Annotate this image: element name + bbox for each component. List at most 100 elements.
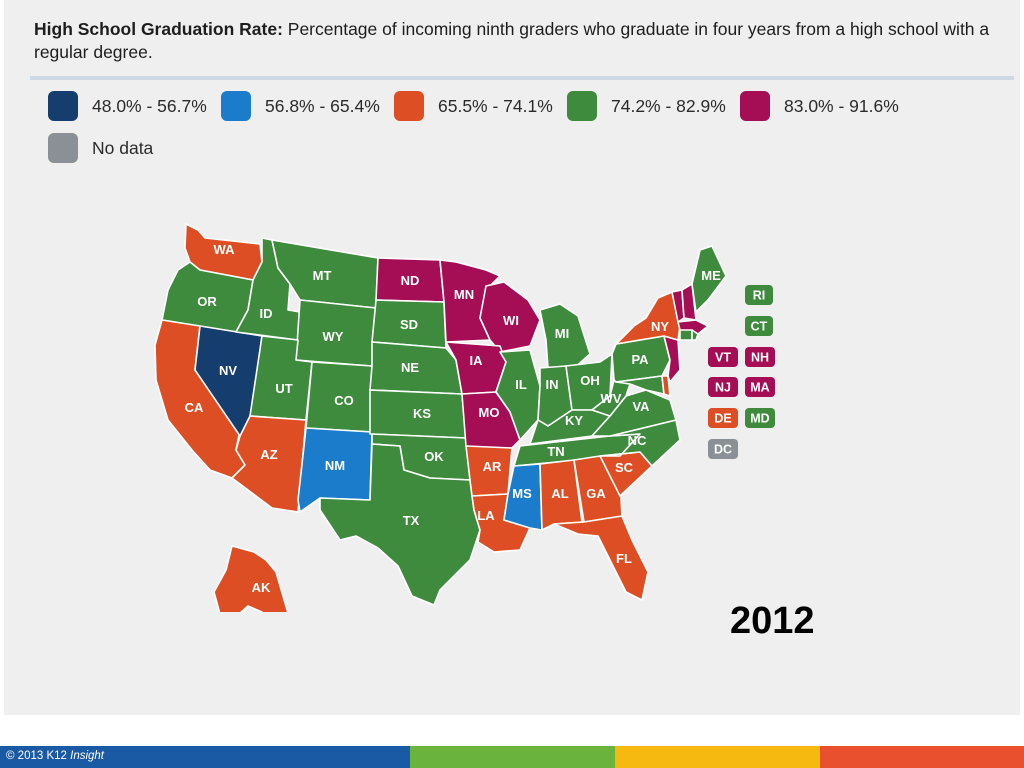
legend-swatch (567, 91, 597, 121)
badge-de[interactable] (708, 408, 738, 428)
label-nc: NC (628, 433, 647, 448)
state-de[interactable] (661, 375, 671, 397)
legend-swatch (740, 91, 770, 121)
footer-segment (820, 746, 1024, 768)
label-il: IL (515, 377, 527, 392)
year-label: 2012 (730, 600, 815, 642)
legend-label: 83.0% - 91.6% (784, 95, 899, 116)
label-sd: SD (400, 317, 418, 332)
state-wi[interactable] (479, 281, 541, 353)
label-ne: NE (401, 360, 419, 375)
label-in: IN (546, 377, 559, 392)
label-ny: NY (651, 319, 669, 334)
copyright-label: © 2013 K12 (6, 750, 67, 762)
badge-ri-text: RI (753, 289, 766, 303)
footer-segment (410, 746, 615, 768)
badge-vt-text: VT (715, 351, 731, 365)
footer-segment (205, 746, 410, 768)
legend-label: 48.0% - 56.7% (92, 95, 207, 116)
badge-ma[interactable] (745, 377, 775, 397)
label-mn: MN (454, 287, 474, 302)
heading-bold: High School Graduation Rate: (34, 19, 283, 39)
badge-ri[interactable] (745, 285, 773, 305)
label-az: AZ (260, 447, 277, 462)
label-tn: TN (547, 444, 564, 459)
brand-word: Insight (70, 750, 105, 762)
footer-segment (615, 746, 820, 768)
badge-ma-text: MA (750, 381, 769, 395)
label-ks: KS (413, 406, 431, 421)
label-ar: AR (483, 459, 502, 474)
legend-item: No data (48, 133, 153, 163)
label-nm: NM (325, 458, 345, 473)
label-wa: WA (214, 242, 236, 257)
state-mi[interactable] (539, 303, 591, 371)
legend-item: 83.0% - 91.6% (740, 91, 899, 121)
label-co: CO (334, 393, 354, 408)
legend-item: 56.8% - 65.4% (221, 91, 380, 121)
label-nv: NV (219, 363, 237, 378)
state-fl[interactable] (553, 515, 649, 601)
label-ok: OK (424, 449, 444, 464)
state-ak[interactable] (212, 545, 290, 612)
state-il[interactable] (495, 349, 541, 441)
label-mi: MI (555, 326, 569, 341)
label-ms: MS (512, 486, 532, 501)
heading-divider (30, 76, 1014, 80)
badge-ct-text: CT (751, 320, 768, 334)
badge-dc-text: DC (714, 443, 732, 457)
state-md[interactable] (615, 375, 665, 395)
label-pa: PA (631, 352, 649, 367)
legend-item: 48.0% - 56.7% (48, 91, 207, 121)
label-wv: WV (601, 391, 622, 406)
label-mt: MT (313, 268, 332, 283)
label-wi: WI (503, 313, 519, 328)
legend-label: No data (92, 137, 154, 158)
state-ri[interactable] (691, 329, 699, 341)
label-al: AL (551, 486, 568, 501)
state-ct[interactable] (679, 329, 693, 341)
badge-nj-text: NJ (715, 381, 731, 395)
label-la: LA (477, 508, 495, 523)
map-heading: High School Graduation Rate: Percentage … (34, 18, 1014, 64)
label-ca: CA (185, 400, 204, 415)
footer-bar (0, 746, 1024, 768)
label-wy: WY (323, 329, 344, 344)
label-tx: TX (403, 513, 420, 528)
badge-nh-text: NH (751, 351, 769, 365)
label-ga: GA (586, 486, 606, 501)
legend-swatch (48, 133, 78, 163)
legend-item: 65.5% - 74.1% (394, 91, 553, 121)
state-ny[interactable] (615, 291, 681, 345)
state-tx[interactable] (319, 443, 481, 606)
legend-swatch (394, 91, 424, 121)
legend-swatch (221, 91, 251, 121)
badge-de-text: DE (714, 412, 731, 426)
label-or: OR (197, 294, 217, 309)
badge-nj[interactable] (708, 377, 738, 397)
copyright-text: © 2013 K12 Insight (6, 750, 104, 762)
badge-md[interactable] (745, 408, 775, 428)
badge-vt[interactable] (708, 347, 738, 367)
badge-nh[interactable] (745, 347, 775, 367)
label-ut: UT (275, 381, 292, 396)
footer-segment (0, 746, 205, 768)
label-ak: AK (252, 580, 271, 595)
label-id: ID (260, 306, 273, 321)
badge-dc[interactable] (708, 439, 738, 459)
us-graduation-rate-map: WA OR CA NV ID MT WY UT CO AZ NM ND SD N… (154, 223, 775, 612)
legend-swatch (48, 91, 78, 121)
label-mo: MO (479, 405, 500, 420)
badge-ct[interactable] (745, 316, 773, 336)
label-me: ME (701, 268, 721, 283)
label-sc: SC (615, 460, 634, 475)
state-va[interactable] (591, 389, 677, 437)
legend-label: 56.8% - 65.4% (265, 95, 380, 116)
label-fl: FL (616, 551, 632, 566)
label-nd: ND (401, 273, 420, 288)
label-oh: OH (580, 373, 600, 388)
state-nc[interactable] (599, 419, 681, 467)
state-me[interactable] (691, 245, 727, 313)
legend-label: 74.2% - 82.9% (611, 95, 726, 116)
